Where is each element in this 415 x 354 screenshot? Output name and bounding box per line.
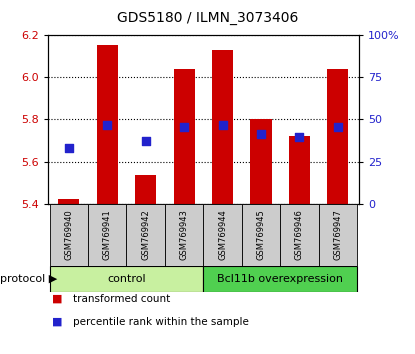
Point (104, 122, 111, 127)
Bar (280, 204, 319, 266)
Bar (88, 204, 127, 266)
Bar (97, 45, 118, 204)
Bar (289, 136, 310, 204)
Bar (165, 204, 203, 266)
Text: transformed count: transformed count (73, 294, 170, 304)
Text: GSM769947: GSM769947 (333, 209, 342, 260)
Text: GSM769945: GSM769945 (256, 209, 266, 260)
Bar (50, 266, 203, 292)
Text: GSM769944: GSM769944 (218, 209, 227, 260)
Text: GSM769941: GSM769941 (103, 209, 112, 260)
Bar (319, 204, 357, 266)
Point (142, 138, 149, 144)
Point (66, 145, 72, 151)
Text: Bcl11b overexpression: Bcl11b overexpression (217, 274, 343, 284)
Point (296, 134, 303, 140)
Text: GSM769946: GSM769946 (295, 209, 304, 260)
Bar (50, 204, 88, 266)
Text: ■: ■ (52, 317, 62, 327)
Bar (58, 199, 79, 204)
Bar (242, 204, 280, 266)
Text: GSM769943: GSM769943 (180, 209, 189, 260)
Text: ■: ■ (52, 294, 62, 304)
Point (334, 124, 341, 130)
Point (219, 122, 226, 127)
Bar (135, 175, 156, 204)
Bar (173, 69, 195, 204)
Bar (250, 120, 271, 204)
Bar (327, 69, 349, 204)
Bar (212, 50, 233, 204)
Text: GDS5180 / ILMN_3073406: GDS5180 / ILMN_3073406 (117, 11, 298, 25)
Text: percentile rank within the sample: percentile rank within the sample (73, 317, 249, 327)
Bar (127, 204, 165, 266)
Text: GSM769942: GSM769942 (141, 209, 150, 260)
Point (181, 124, 188, 130)
Text: protocol ▶: protocol ▶ (0, 274, 57, 284)
Text: control: control (107, 274, 146, 284)
Bar (203, 204, 242, 266)
Bar (203, 266, 357, 292)
Text: GSM769940: GSM769940 (64, 209, 73, 260)
Point (258, 132, 264, 137)
